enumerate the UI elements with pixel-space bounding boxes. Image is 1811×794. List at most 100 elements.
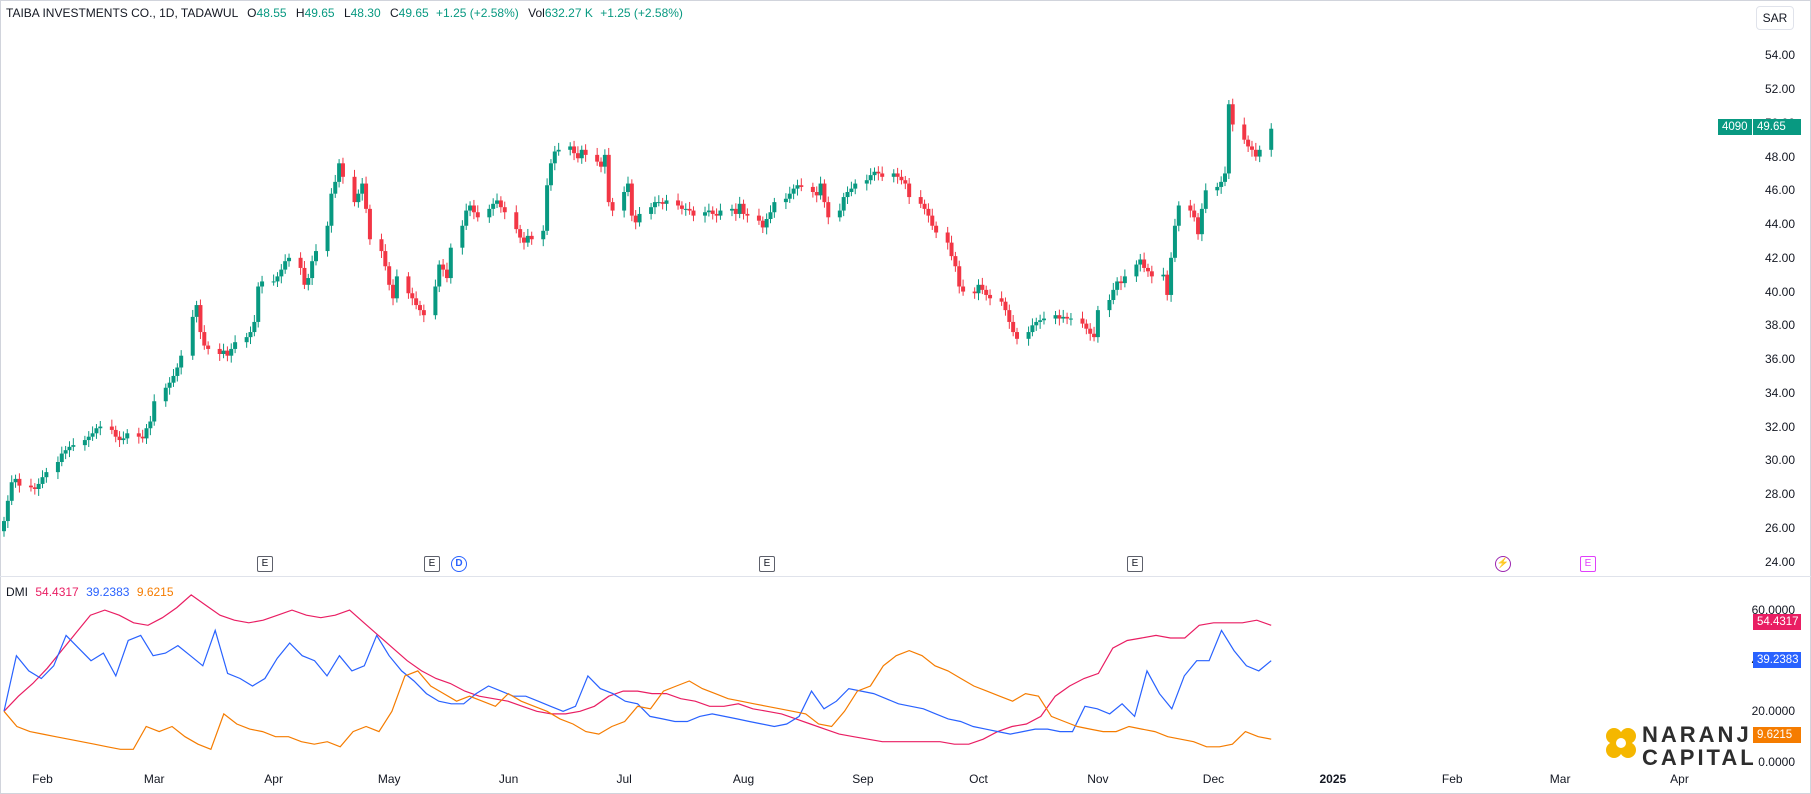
candle (599, 157, 604, 173)
candle (433, 279, 438, 320)
adx-line (3, 594, 1272, 745)
candle (1068, 312, 1073, 326)
candle (1230, 98, 1235, 132)
logo-text-line2: CAPITAL (1642, 745, 1757, 770)
volume-badge: 4090 (1718, 119, 1752, 135)
future-earnings-event-marker[interactable]: E (1580, 556, 1596, 572)
candle (1249, 140, 1254, 157)
candle (764, 213, 769, 235)
earnings-event-marker[interactable]: E (424, 556, 440, 572)
candle (279, 264, 284, 284)
high-value: 49.65 (304, 6, 335, 20)
candle (498, 196, 503, 213)
indicator-name: DMI (6, 585, 28, 599)
x-tick-label: Nov (1087, 772, 1109, 786)
price-tick-label: 26.00 (1764, 520, 1795, 535)
candle (595, 147, 600, 166)
candle (548, 159, 553, 191)
candle (417, 300, 422, 316)
candle (471, 199, 476, 220)
candle (98, 420, 103, 436)
candle (606, 147, 611, 207)
candle (649, 202, 654, 220)
candle (729, 204, 734, 217)
candle (1115, 277, 1120, 296)
candle (518, 224, 523, 244)
candle (822, 179, 827, 208)
open-label: O (247, 6, 257, 20)
candle (1080, 311, 1085, 328)
candle (926, 203, 931, 223)
candle (1203, 183, 1208, 214)
candle (502, 201, 507, 220)
candle (36, 478, 41, 496)
candle (163, 383, 168, 407)
dmi-pane (3, 594, 1272, 751)
candle (1092, 326, 1097, 342)
candle (63, 445, 68, 460)
candle (691, 206, 696, 222)
candle (448, 243, 453, 284)
candle (703, 206, 708, 223)
minus-di-badge: 9.6215 (1753, 727, 1801, 743)
earnings-event-marker[interactable]: E (257, 556, 273, 572)
price-tick-label: 48.00 (1764, 149, 1795, 164)
candle (521, 231, 526, 250)
candle (252, 315, 257, 337)
candle (552, 145, 557, 171)
candle (148, 415, 153, 436)
candle (71, 438, 76, 452)
candle (622, 186, 627, 218)
candle (1226, 100, 1231, 180)
candle (930, 208, 935, 230)
candle (364, 176, 369, 214)
candle (475, 205, 480, 222)
plus-di-legend-value: 39.2383 (86, 585, 130, 599)
candle (572, 140, 577, 161)
candle (1142, 252, 1147, 273)
candle (352, 169, 357, 207)
candle (167, 377, 172, 395)
candle (602, 149, 607, 174)
candle (414, 291, 419, 310)
currency-button[interactable]: SAR (1756, 6, 1794, 30)
candle (988, 289, 993, 306)
candle (529, 231, 534, 245)
price-tick-label: 24.00 (1764, 554, 1795, 569)
candle (198, 299, 203, 339)
earnings-event-marker[interactable]: E (1127, 556, 1143, 572)
candle (55, 456, 60, 480)
earnings-event-marker[interactable]: E (759, 556, 775, 572)
candle (525, 228, 530, 247)
candle (464, 203, 469, 230)
candle (1257, 145, 1262, 163)
candle (225, 346, 230, 362)
candle (383, 244, 388, 271)
candle (1161, 267, 1166, 281)
dmi-tick-label: 20.0000 (1751, 704, 1795, 719)
candle (59, 446, 64, 467)
x-tick-label: May (377, 772, 401, 786)
lightning-event-icon[interactable]: ⚡ (1495, 556, 1511, 572)
price-tick-label: 44.00 (1764, 217, 1795, 232)
candle (82, 435, 87, 451)
candle (287, 253, 292, 267)
candle (629, 179, 634, 222)
candle (410, 287, 415, 306)
x-tick-label: Apr (1670, 772, 1689, 786)
candle (903, 175, 908, 190)
candle (44, 467, 49, 483)
candle (229, 343, 234, 363)
candle (367, 204, 372, 245)
candle (217, 343, 222, 361)
minus-di-line (3, 649, 1272, 751)
candle (90, 426, 95, 441)
candle (880, 166, 885, 182)
price-tick-label: 52.00 (1764, 82, 1795, 97)
dividend-event-marker[interactable]: D (451, 556, 467, 572)
candle (772, 197, 777, 218)
candle (437, 260, 442, 293)
candle (799, 178, 804, 192)
x-tick-label: Sep (852, 772, 874, 786)
